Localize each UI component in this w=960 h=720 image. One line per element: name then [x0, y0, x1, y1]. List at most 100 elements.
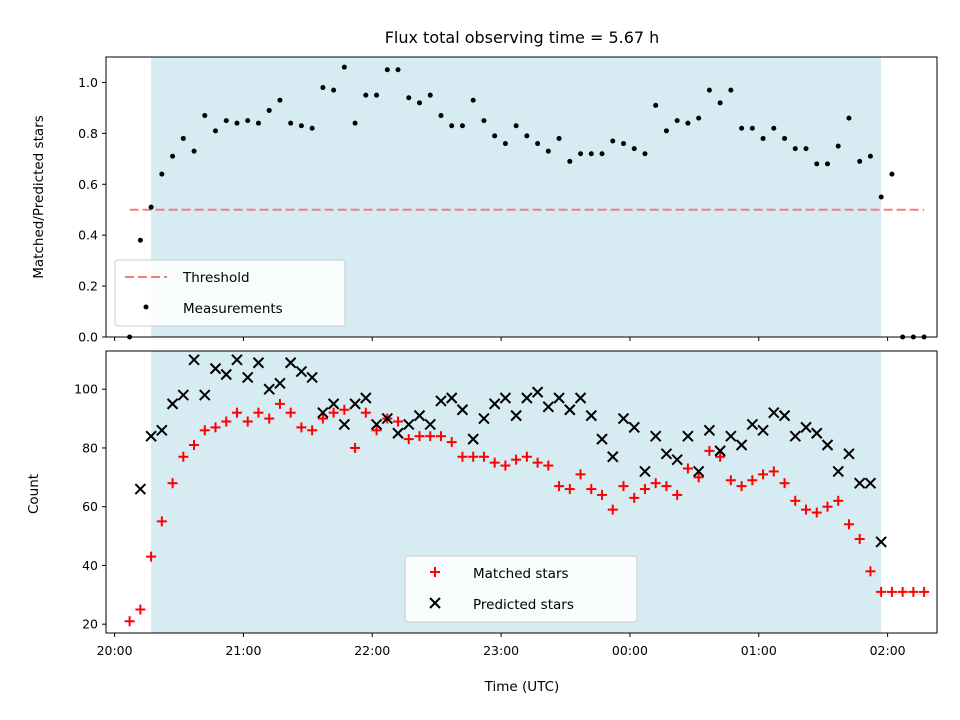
predicted-star-marker — [875, 536, 887, 548]
predicted-star-marker — [306, 371, 318, 384]
y-tick-label: 1.0 — [78, 75, 98, 90]
predicted-star-marker — [199, 389, 211, 401]
measurement-point — [427, 92, 433, 98]
predicted-star-marker — [252, 357, 265, 369]
predicted-star-marker — [510, 409, 522, 422]
matched-star-marker — [371, 425, 382, 436]
measurement-point — [191, 148, 197, 154]
bottom-legend: Matched stars Predicted stars — [404, 555, 638, 623]
matched-star-marker — [768, 466, 779, 477]
ratio-panel: Flux total observing time = 5.67 h 0.00.… — [31, 28, 938, 345]
count-panel: 20 40 60 80 100 20:00 21:00 22:00 23:00 00:00 01:… — [26, 350, 938, 695]
matched-star-marker — [586, 484, 597, 495]
matched-star-marker — [543, 460, 554, 471]
measurement-point — [202, 113, 208, 119]
measurement-point — [180, 135, 186, 141]
measurement-point — [567, 158, 573, 164]
matched-star-marker — [457, 451, 468, 462]
measurement-point — [599, 151, 605, 157]
measurement-point — [524, 133, 530, 139]
matched-star-marker — [478, 451, 489, 462]
matched-star-marker — [843, 519, 854, 530]
matched-star-marker — [339, 404, 350, 415]
matched-star-marker — [865, 566, 876, 577]
predicted-star-marker — [424, 418, 436, 431]
top-y-axis: 0.0 0.2 0.4 0.6 0.8 1.0 — [78, 75, 106, 345]
top-legend-box — [114, 259, 346, 327]
predicted-star-marker — [692, 465, 705, 478]
measurement-points — [127, 64, 927, 340]
y-tick-label: 0.4 — [78, 228, 98, 243]
x-tick-label: 22:00 — [354, 643, 390, 658]
predicted-star-marker — [381, 412, 394, 425]
measurement-point — [867, 153, 873, 159]
matched-star-marker — [489, 457, 500, 468]
matched-star-marker — [317, 413, 328, 424]
matched-star-marker — [747, 475, 758, 486]
measurement-point — [631, 146, 637, 152]
matched-star-marker — [919, 586, 930, 597]
predicted-star-marker — [768, 406, 780, 419]
matched-star-marker — [897, 586, 908, 597]
measurement-point — [137, 237, 143, 243]
matched-star-marker — [876, 586, 887, 597]
top-y-axis-label: Matched/Predicted stars — [31, 115, 47, 278]
legend-measurements-swatch — [143, 304, 149, 310]
measurement-point — [417, 100, 423, 106]
predicted-star-marker — [864, 477, 877, 489]
predicted-star-marker — [360, 392, 372, 404]
measurement-point — [363, 92, 369, 98]
predicted-star-marker — [671, 453, 683, 466]
matched-star-marker — [682, 463, 693, 474]
predicted-star-marker — [821, 439, 834, 451]
predicted-star-marker — [789, 430, 801, 442]
predicted-star-marker — [435, 395, 447, 407]
x-tick-label: 01:00 — [741, 643, 777, 658]
measurement-point — [459, 123, 465, 129]
measurement-point — [824, 161, 830, 167]
predicted-star-marker — [639, 465, 651, 478]
matched-star-marker — [124, 616, 135, 627]
predicted-star-marker — [811, 427, 823, 439]
predicted-star-marker — [456, 404, 469, 416]
measurement-point — [535, 141, 541, 147]
predicted-star-marker — [156, 424, 168, 437]
measurement-point — [835, 143, 841, 149]
measurement-point — [277, 97, 283, 103]
chart-title: Flux total observing time = 5.67 h — [385, 28, 660, 47]
matched-star-marker — [468, 451, 479, 462]
count-points — [124, 354, 930, 627]
predicted-star-marker — [778, 409, 791, 422]
predicted-star-marker — [499, 392, 512, 404]
measurement-point — [492, 133, 498, 139]
matched-star-marker — [693, 472, 704, 483]
bottom-legend-box — [404, 555, 638, 623]
measurement-point — [266, 107, 272, 113]
predicted-star-marker — [521, 392, 533, 404]
matched-star-marker — [822, 501, 833, 512]
matched-star-marker — [575, 469, 586, 480]
matched-star-marker — [811, 507, 822, 518]
matched-star-marker — [511, 454, 522, 465]
measurement-point — [878, 194, 884, 200]
matched-star-marker — [886, 586, 897, 597]
predicted-star-marker — [295, 365, 308, 378]
matched-star-marker — [779, 478, 790, 489]
predicted-star-marker — [735, 439, 748, 451]
predicted-star-marker — [832, 465, 844, 478]
matched-star-marker — [661, 481, 672, 492]
measurement-point — [674, 118, 680, 124]
matched-star-marker — [189, 440, 200, 450]
predicted-star-marker — [725, 430, 737, 442]
measurement-point — [352, 120, 358, 126]
matched-star-marker — [307, 425, 318, 436]
measurement-point — [341, 64, 347, 70]
matched-star-marker — [403, 434, 414, 445]
measurement-point — [663, 128, 669, 134]
predicted-star-marker — [403, 418, 415, 431]
measurement-point — [545, 148, 551, 154]
measurement-point — [578, 151, 584, 157]
measurement-point — [298, 123, 304, 129]
measurement-point — [513, 123, 519, 129]
measurement-point — [653, 102, 659, 108]
